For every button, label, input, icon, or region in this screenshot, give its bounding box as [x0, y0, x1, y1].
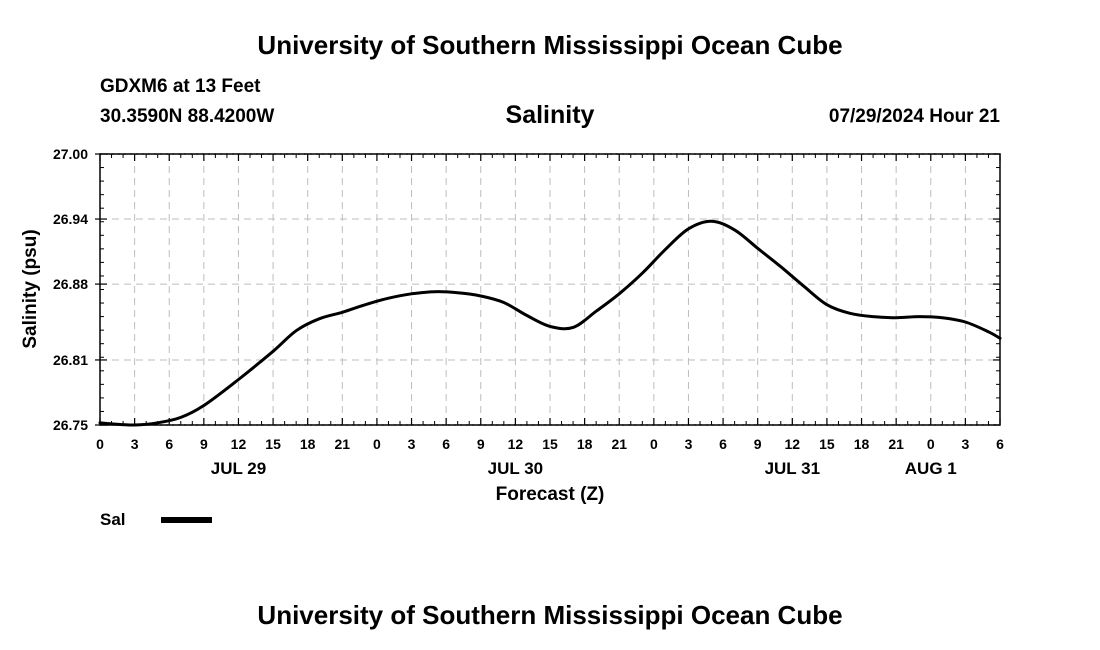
- date-label: JUL 29: [211, 459, 266, 478]
- y-tick-label: 27.00: [53, 146, 88, 162]
- x-tick-label: 3: [408, 436, 416, 452]
- x-tick-label: 0: [373, 436, 381, 452]
- station-label: GDXM6 at 13 Feet: [100, 76, 261, 97]
- x-tick-labels: 0 3 6 9 12 15 18 21 0 3 6 9 12 15 18 21 0 3 6 9 12 15 18 21 0 3 6: [96, 436, 1004, 452]
- y-tick-label: 26.75: [53, 417, 88, 433]
- chart-title: University of Southern Mississippi Ocean…: [257, 30, 843, 60]
- x-tick-label: 15: [265, 436, 281, 452]
- footer-title: University of Southern Mississippi Ocean…: [257, 600, 843, 630]
- x-tick-label: 6: [996, 436, 1004, 452]
- plot-frame: [99, 153, 1001, 426]
- x-tick-label: 6: [165, 436, 173, 452]
- x-tick-label: 0: [650, 436, 658, 452]
- legend-line-swatch: [161, 517, 212, 523]
- y-tick-label: 26.94: [53, 211, 88, 227]
- x-tick-label: 9: [200, 436, 208, 452]
- forecast-run-time: 07/29/2024 Hour 21: [828, 106, 1000, 127]
- x-tick-label: 3: [685, 436, 693, 452]
- y-tick-labels: 26.75 26.81 26.88 26.94 27.00: [53, 146, 88, 433]
- chart-subtitle: Salinity: [505, 101, 595, 129]
- x-tick-label: 18: [577, 436, 593, 452]
- x-tick-label: 3: [961, 436, 969, 452]
- date-labels: JUL 29 JUL 30 JUL 31 AUG 1: [211, 459, 957, 478]
- x-tick-label: 21: [611, 436, 627, 452]
- x-tick-label: 0: [927, 436, 935, 452]
- x-tick-label: 15: [819, 436, 835, 452]
- x-tick-label: 21: [335, 436, 351, 452]
- x-tick-label: 12: [508, 436, 524, 452]
- x-tick-label: 6: [442, 436, 450, 452]
- x-tick-label: 6: [719, 436, 727, 452]
- x-tick-label: 12: [231, 436, 247, 452]
- series-line-sal: [98, 219, 1002, 427]
- y-tick-label: 26.81: [53, 352, 88, 368]
- x-tick-label: 9: [754, 436, 762, 452]
- date-label: AUG 1: [905, 459, 957, 478]
- x-tick-label: 3: [131, 436, 139, 452]
- x-tick-label: 18: [854, 436, 870, 452]
- legend-label: Sal: [100, 510, 126, 529]
- date-label: JUL 31: [765, 459, 820, 478]
- x-tick-label: 15: [542, 436, 558, 452]
- station-coordinates: 30.3590N 88.4200W: [100, 106, 275, 127]
- x-tick-label: 0: [96, 436, 104, 452]
- x-tick-label: 9: [477, 436, 485, 452]
- y-tick-label: 26.88: [53, 276, 88, 292]
- x-tick-label: 18: [300, 436, 316, 452]
- y-axis-label: Salinity (psu): [20, 229, 41, 348]
- x-tick-label: 21: [888, 436, 904, 452]
- grid-lines: [100, 153, 1000, 426]
- x-axis-label: Forecast (Z): [496, 484, 605, 505]
- date-label: JUL 30: [488, 459, 543, 478]
- x-tick-label: 12: [785, 436, 801, 452]
